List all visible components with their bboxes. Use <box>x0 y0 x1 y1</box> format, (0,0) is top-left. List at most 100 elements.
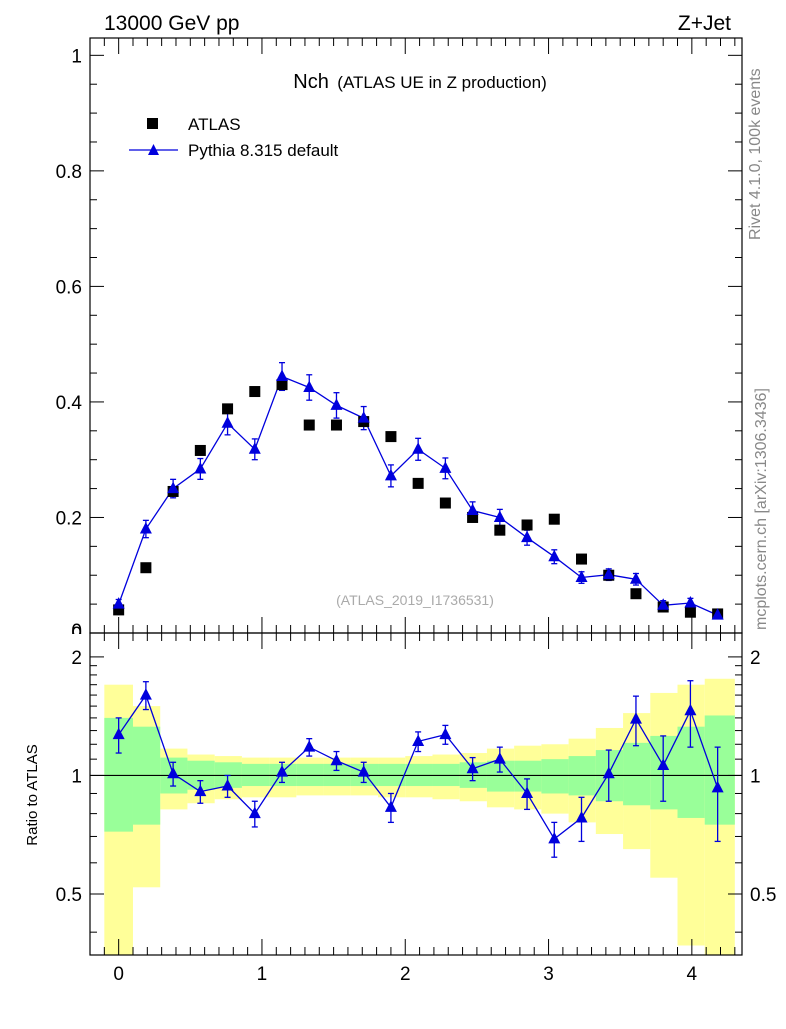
atlas-point <box>494 524 506 536</box>
ratio-x-tick-label: 4 <box>687 964 698 985</box>
pythia-point <box>412 442 425 454</box>
ratio-x-tick-label: 3 <box>543 964 554 985</box>
main-title-name: Nch <box>293 71 329 93</box>
ratio-point <box>412 734 425 746</box>
ratio-point <box>575 810 588 823</box>
ratio-y-tick-label: 0.5 <box>56 885 82 906</box>
atlas-point <box>439 497 451 509</box>
atlas-point <box>330 419 342 431</box>
ratio-point <box>167 766 180 779</box>
ratio-point <box>521 786 534 798</box>
atlas-point <box>113 604 125 616</box>
main-title-sub: (ATLAS UE in Z production) <box>337 73 546 92</box>
main-y-zero-label-clipped: 0 <box>71 621 82 642</box>
pythia-point <box>575 570 588 583</box>
main-y-tick-label: 0.4 <box>56 393 83 414</box>
pythia-point <box>303 380 316 392</box>
pythia-point <box>276 369 289 382</box>
main-y-tick-label: 0.6 <box>56 277 82 298</box>
main-y-tick-label: 0.8 <box>56 162 82 183</box>
atlas-point <box>385 431 397 443</box>
ratio-point <box>330 753 343 766</box>
pythia-point <box>139 522 152 534</box>
legend-atlas-marker <box>147 118 158 129</box>
ratio-panel: 0.5 0.5 1 1 2 2 0 1 2 3 4 Ratio to ATLAS <box>24 632 776 985</box>
ratio-y-tick-label-right: 2 <box>750 648 761 669</box>
atlas-point <box>630 588 642 600</box>
pythia-point <box>221 416 234 428</box>
stat-uncertainty-band <box>623 742 651 806</box>
pythia-point <box>602 567 615 580</box>
main-y-tick-label: 0.2 <box>56 508 82 529</box>
atlas-point <box>276 379 288 391</box>
ratio-y-label: Ratio to ATLAS <box>24 744 41 845</box>
atlas-point <box>222 403 234 415</box>
pythia-point <box>466 503 479 516</box>
pythia-point <box>493 510 506 522</box>
energy-label: 13000 GeV pp <box>104 12 239 35</box>
atlas-point <box>548 513 560 525</box>
pythia-line <box>118 375 718 616</box>
ratio-point <box>684 703 697 716</box>
pythia-point <box>521 530 534 543</box>
ratio-point <box>602 766 615 779</box>
pythia-point <box>167 481 180 494</box>
main-y-tick-label: 1 <box>71 46 82 67</box>
rivet-label: Rivet 4.1.0, 100k events <box>747 68 764 240</box>
atlas-point <box>576 553 588 565</box>
ratio-point <box>139 688 152 700</box>
legend: ATLAS Pythia 8.315 default <box>129 115 339 160</box>
atlas-point <box>412 477 424 489</box>
legend-pythia-marker <box>148 144 159 155</box>
stat-uncertainty-band <box>650 735 678 810</box>
ratio-point <box>194 784 207 797</box>
ratio-y-tick-label: 2 <box>71 648 82 669</box>
pythia-point <box>657 598 670 610</box>
pythia-point <box>248 442 261 454</box>
ratio-point <box>303 740 316 752</box>
mcplots-label: mcplots.cern.ch [arXiv:1306.3436] <box>753 388 770 630</box>
pythia-point <box>194 461 207 474</box>
ratio-point <box>548 831 561 844</box>
atlas-point <box>684 606 696 618</box>
atlas-point <box>303 419 315 431</box>
stat-uncertainty-band <box>541 759 569 794</box>
stat-uncertainty-band <box>486 760 515 792</box>
process-label: Z+Jet <box>678 12 731 35</box>
atlas-point <box>521 519 533 531</box>
main-title: Nch (ATLAS UE in Z production) <box>293 71 546 93</box>
ratio-point <box>248 806 261 819</box>
pythia-point <box>439 461 452 473</box>
ratio-point <box>493 752 506 764</box>
ratio-y-tick-label-right: 1 <box>750 766 761 787</box>
pythia-point <box>112 597 125 609</box>
atlas-point <box>249 386 261 398</box>
label-mask <box>40 634 89 654</box>
legend-atlas-label: ATLAS <box>188 115 241 134</box>
ratio-point <box>276 765 289 777</box>
ratio-frame <box>89 632 743 956</box>
main-panel: Nch (ATLAS UE in Z production) (ATLAS_20… <box>40 37 743 654</box>
ratio-point <box>711 780 724 793</box>
legend-pythia-label: Pythia 8.315 default <box>188 141 339 160</box>
ratio-y-tick-label-right: 0.5 <box>750 885 776 906</box>
stat-uncertainty-band <box>514 760 542 792</box>
atlas-point <box>194 444 206 456</box>
pythia-point <box>357 411 370 423</box>
ratio-point <box>439 727 452 740</box>
atlas-point <box>467 511 479 523</box>
watermark: (ATLAS_2019_I1736531) <box>336 592 494 608</box>
ratio-point <box>221 779 234 791</box>
pythia-point <box>629 572 642 584</box>
ratio-point <box>112 727 125 740</box>
pythia-point <box>548 549 561 562</box>
ratio-x-tick-label: 1 <box>257 964 268 985</box>
pythia-point <box>684 595 697 608</box>
ratio-point <box>629 712 642 724</box>
atlas-point <box>140 562 152 574</box>
stat-uncertainty-band <box>704 715 735 825</box>
ratio-point <box>384 800 397 812</box>
ratio-x-tick-label: 2 <box>400 964 411 985</box>
ratio-y-tick-label: 1 <box>71 766 82 787</box>
